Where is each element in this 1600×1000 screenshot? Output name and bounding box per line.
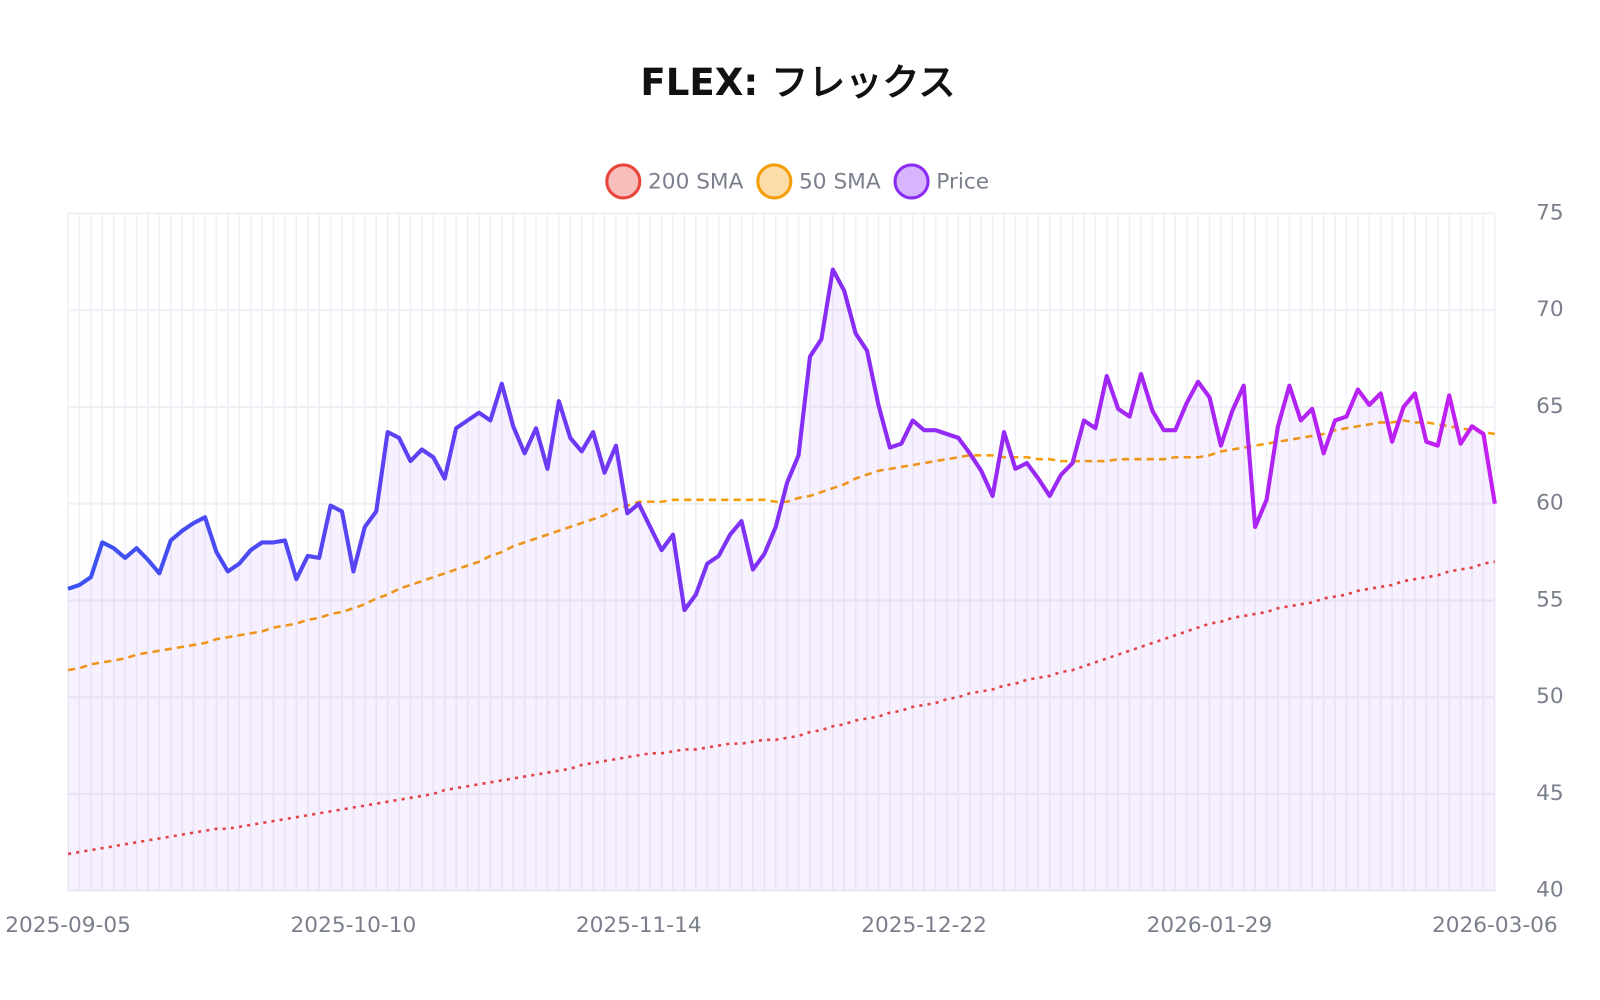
y-tick-label: 50	[1536, 684, 1564, 709]
legend-item: 50 SMA	[756, 163, 881, 200]
legend-item: Price	[893, 163, 989, 200]
x-tick-label: 2025-11-14	[576, 913, 702, 938]
y-tick-label: 65	[1536, 394, 1564, 419]
y-tick-label: 40	[1536, 878, 1564, 903]
y-tick-label: 60	[1536, 491, 1564, 516]
legend-marker	[893, 163, 930, 200]
series-line	[67, 419, 1496, 672]
x-tick-label: 2025-09-05	[5, 913, 131, 938]
x-tick-label: 2025-10-10	[291, 913, 417, 938]
x-tick-label: 2026-03-06	[1432, 913, 1558, 938]
legend-label: Price	[936, 169, 989, 194]
legend-label: 50 SMA	[799, 169, 881, 194]
y-tick-label: 70	[1536, 297, 1564, 322]
legend-label: 200 SMA	[648, 169, 744, 194]
price-area	[68, 269, 1495, 891]
y-tick-label: 75	[1536, 200, 1564, 225]
y-tick-label: 55	[1536, 587, 1564, 612]
series-line	[67, 267, 1497, 613]
series-line	[67, 560, 1496, 856]
chart-title: FLEX: フレックス	[640, 61, 955, 104]
x-tick-label: 2025-12-22	[861, 913, 987, 938]
y-tick-label: 45	[1536, 781, 1564, 806]
legend-marker	[605, 163, 642, 200]
x-tick-label: 2026-01-29	[1147, 913, 1273, 938]
legend-marker	[756, 163, 793, 200]
legend-item: 200 SMA	[605, 163, 744, 200]
